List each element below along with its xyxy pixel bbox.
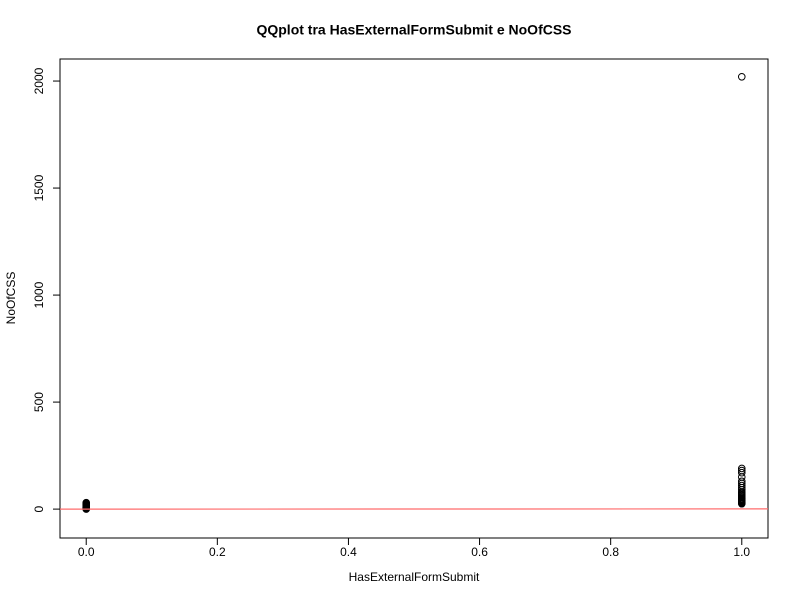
x-tick-label: 0.2 xyxy=(209,545,226,559)
x-tick-label: 1.0 xyxy=(733,545,750,559)
plot-frame xyxy=(59,58,769,539)
x-tick-label: 0.6 xyxy=(471,545,488,559)
point xyxy=(737,468,746,477)
point xyxy=(737,477,746,486)
y-tick-label: 0 xyxy=(32,505,46,512)
point xyxy=(737,464,746,473)
y-tick-label: 500 xyxy=(32,392,46,412)
y-tick-label: 1500 xyxy=(32,174,46,201)
y-tick-label: 2000 xyxy=(32,67,46,94)
y-axis-label: NoOfCSS xyxy=(4,272,18,325)
point xyxy=(737,72,746,81)
x-tick-label: 0.0 xyxy=(78,545,95,559)
y-tick-label: 1000 xyxy=(32,281,46,308)
chart-title: QQplot tra HasExternalFormSubmit e NoOfC… xyxy=(256,22,571,38)
x-tick-label: 0.4 xyxy=(340,545,357,559)
point xyxy=(82,498,91,507)
point xyxy=(737,466,746,475)
x-axis-label: HasExternalFormSubmit xyxy=(349,570,480,584)
x-tick-label: 0.8 xyxy=(602,545,619,559)
point xyxy=(737,481,746,490)
